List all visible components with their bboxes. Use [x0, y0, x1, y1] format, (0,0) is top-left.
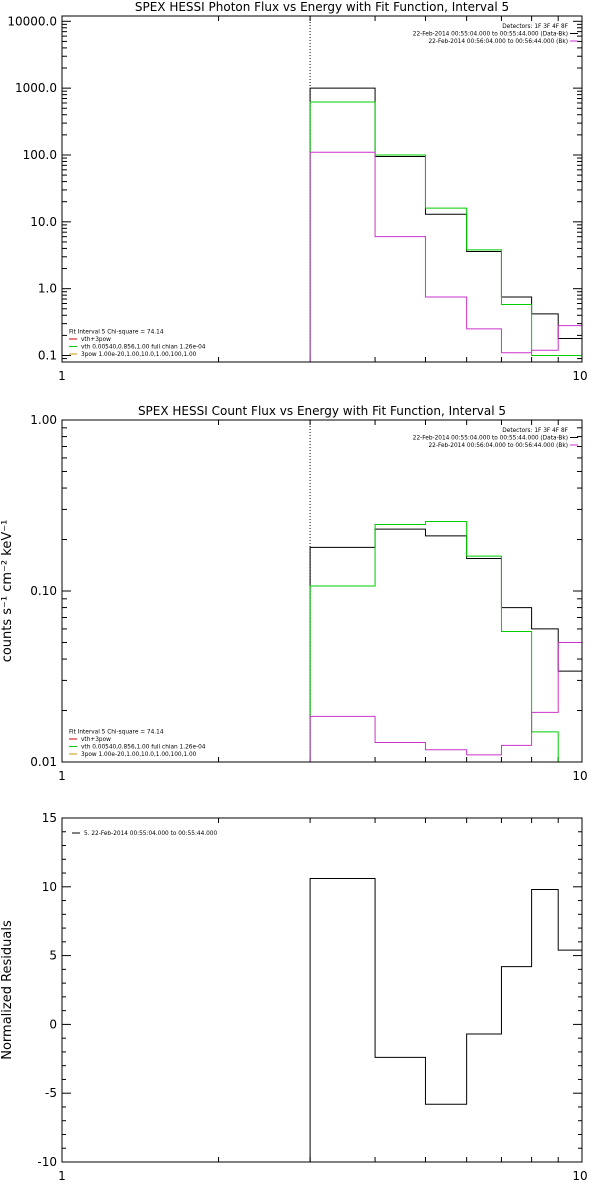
plot-frame — [61, 817, 583, 1163]
y-tick-label: 0.1 — [38, 349, 57, 363]
y-tick-label: 10.0 — [30, 215, 57, 229]
series-line-0 — [309, 528, 582, 762]
y-tick-label: 100.0 — [23, 148, 57, 162]
x-tick-label: 1 — [58, 1169, 66, 1183]
fit-legend-header: Fit Interval 5 Chi-square = 74.14 — [69, 730, 164, 736]
y-axis-label: counts s⁻¹ cm⁻² keV⁻¹ — [0, 520, 15, 663]
y-tick-label: 0.01 — [30, 755, 57, 769]
series-line-0 — [309, 878, 582, 1162]
residuals-panel: Normalized Residuals 1 10 -10 -5 0 5 10 15 5. 22-… — [0, 811, 588, 1183]
legend-entry-label: 22-Feb-2014 00:55:04.000 to 00:55:44.000… — [413, 436, 568, 442]
x-tick-label: 1 — [58, 369, 66, 383]
x-tick-label: 10 — [572, 369, 587, 383]
y-tick-label: 10 — [42, 880, 57, 894]
series-line-2 — [309, 151, 582, 362]
y-tick-label: 5 — [49, 949, 57, 963]
fit-legend-label: vth 0.00540,0.856,1.00 full chian 1.26e-… — [81, 345, 206, 351]
legend-entry-label: 5. 22-Feb-2014 00:55:04.000 to 00:55:44.… — [84, 831, 217, 837]
fit-legend-label: 3pow 1.00e-20,1.00,10.0,1.00,100,1.00 — [81, 752, 197, 758]
chart-title: SPEX HESSI Photon Flux vs Energy with Fi… — [135, 0, 509, 14]
fit-legend-label: 3pow 1.00e-20,1.00,10.0,1.00,100,1.00 — [81, 352, 197, 358]
series-line-1 — [309, 101, 582, 362]
x-tick-label: 10 — [572, 769, 587, 783]
chart-title: SPEX HESSI Count Flux vs Energy with Fit… — [138, 404, 506, 418]
y-tick-label: 15 — [42, 811, 57, 825]
fit-legend-label: vth+3pow — [81, 337, 111, 343]
count-flux-panel: SPEX HESSI Count Flux vs Energy with Fit… — [0, 404, 588, 783]
y-tick-label: 0.10 — [30, 584, 57, 598]
y-tick-label: 1.0 — [38, 282, 57, 296]
y-tick-label: 10000.0 — [7, 14, 57, 28]
x-tick-label: 10 — [572, 1169, 587, 1183]
y-tick-label: -5 — [45, 1086, 57, 1100]
y-tick-label: 1.00 — [30, 413, 57, 427]
series-line-2 — [309, 641, 582, 762]
legend-header: Detectors: 1F 3F 4F 8F — [502, 428, 568, 434]
series-line-0 — [309, 87, 582, 362]
photon-flux-panel: SPEX HESSI Photon Flux vs Energy with Fi… — [7, 0, 587, 383]
fit-legend-header: Fit Interval 5 Chi-square = 74.14 — [69, 330, 164, 336]
y-axis-label: Normalized Residuals — [0, 920, 15, 1060]
y-tick-label: 0 — [49, 1017, 57, 1031]
legend-header: Detectors: 1F 3F 4F 8F — [502, 24, 568, 30]
plot-frame — [61, 419, 583, 763]
x-tick-label: 1 — [58, 769, 66, 783]
legend-entry-label: 22-Feb-2014 00:56:04.000 to 00:56:44.000… — [428, 443, 568, 449]
series-line-1 — [309, 520, 582, 763]
y-tick-label: 1000.0 — [15, 81, 57, 95]
fit-legend-label: vth 0.00540,0.856,1.00 full chian 1.26e-… — [81, 745, 206, 751]
legend-entry-label: 22-Feb-2014 00:55:04.000 to 00:55:44.000… — [413, 32, 568, 38]
y-tick-label: -10 — [37, 1155, 57, 1169]
legend-entry-label: 22-Feb-2014 00:56:04.000 to 00:56:44.000… — [428, 39, 568, 45]
plot-frame — [61, 15, 583, 363]
fit-legend-label: vth+3pow — [81, 737, 111, 743]
